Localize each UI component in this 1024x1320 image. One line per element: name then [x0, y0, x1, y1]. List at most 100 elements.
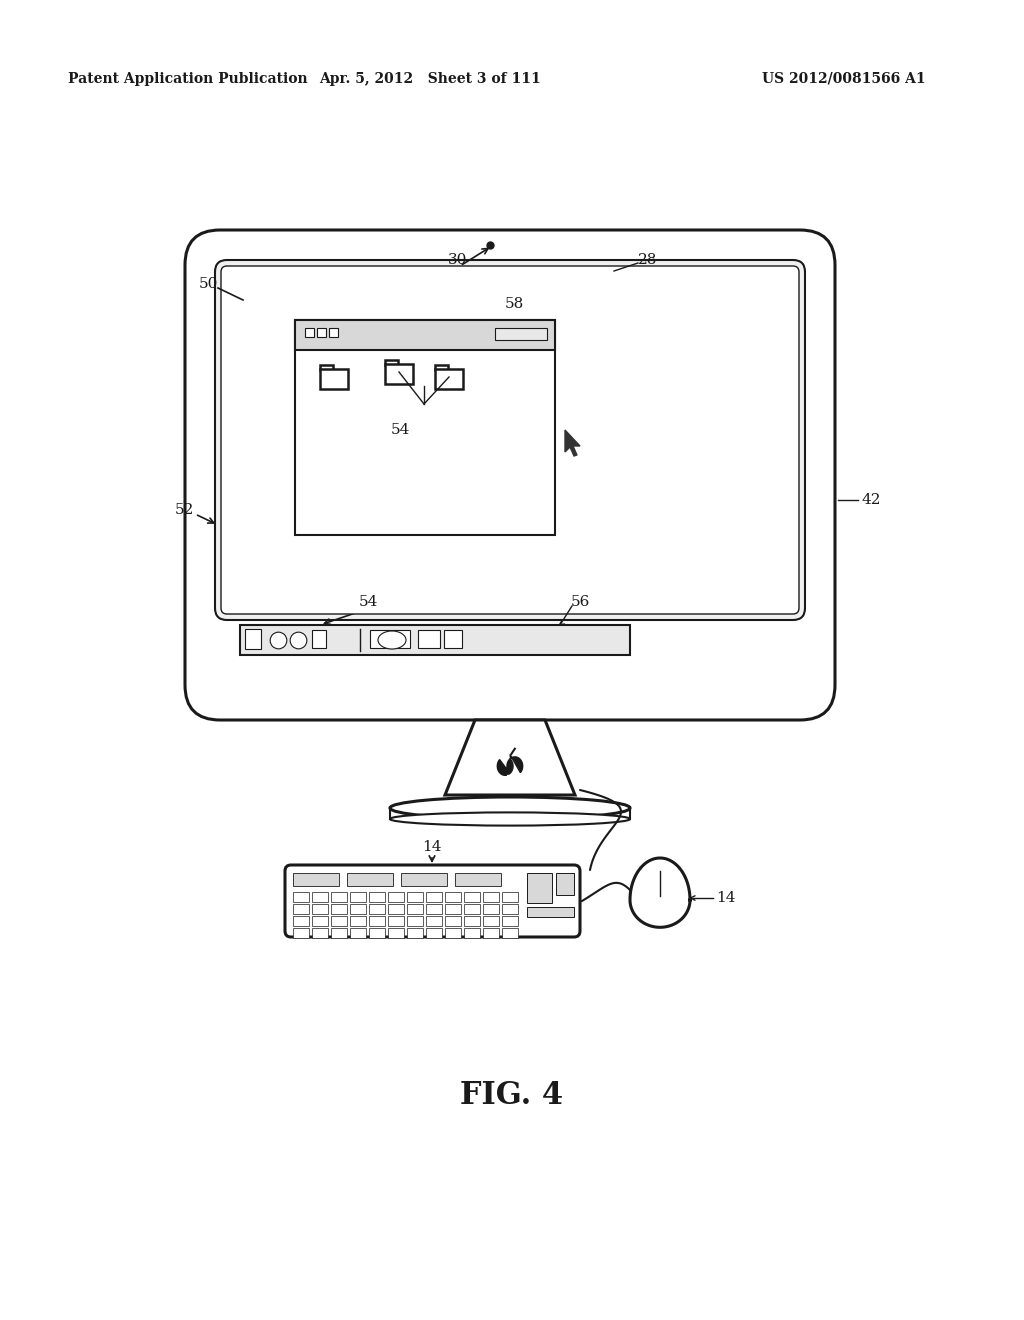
Bar — [350, 892, 366, 902]
Bar — [426, 904, 442, 913]
Bar — [445, 892, 461, 902]
Bar — [388, 916, 404, 927]
Bar — [369, 892, 385, 902]
Ellipse shape — [390, 797, 630, 818]
Bar — [502, 928, 518, 939]
Bar — [312, 928, 328, 939]
Ellipse shape — [378, 631, 406, 649]
Bar — [293, 904, 309, 913]
Bar — [464, 916, 480, 927]
Text: 56: 56 — [570, 595, 590, 609]
Bar — [293, 928, 309, 939]
Bar — [331, 904, 347, 913]
Text: 42: 42 — [862, 492, 882, 507]
Bar — [444, 630, 462, 648]
Bar — [483, 904, 499, 913]
Polygon shape — [445, 719, 575, 795]
Bar — [369, 916, 385, 927]
Bar — [350, 916, 366, 927]
Bar — [240, 624, 630, 655]
Bar — [295, 319, 555, 535]
Bar — [527, 873, 552, 903]
Polygon shape — [565, 430, 580, 455]
Text: US 2012/0081566 A1: US 2012/0081566 A1 — [762, 73, 926, 86]
Text: 14: 14 — [422, 840, 441, 854]
Bar — [385, 364, 413, 384]
Bar — [312, 630, 326, 648]
Bar — [483, 892, 499, 902]
Bar — [312, 892, 328, 902]
FancyBboxPatch shape — [221, 267, 799, 614]
Text: 58: 58 — [505, 297, 523, 312]
Bar — [407, 892, 423, 902]
Bar — [445, 916, 461, 927]
Bar — [407, 928, 423, 939]
Bar — [435, 366, 447, 371]
Bar — [435, 370, 463, 389]
Bar — [331, 928, 347, 939]
Bar — [407, 916, 423, 927]
Bar — [556, 873, 574, 895]
Bar — [245, 630, 261, 649]
Bar — [347, 873, 393, 886]
Text: 52: 52 — [175, 503, 194, 517]
FancyBboxPatch shape — [285, 865, 580, 937]
Bar — [385, 360, 397, 366]
Bar — [312, 904, 328, 913]
Bar — [331, 916, 347, 927]
Bar — [295, 319, 555, 350]
Bar — [293, 892, 309, 902]
Bar — [407, 904, 423, 913]
Text: FIG. 4: FIG. 4 — [461, 1080, 563, 1110]
Bar — [388, 892, 404, 902]
Bar — [527, 907, 574, 917]
Bar — [331, 892, 347, 902]
Bar — [426, 916, 442, 927]
Bar — [426, 892, 442, 902]
Bar — [418, 630, 440, 648]
Polygon shape — [630, 858, 690, 927]
Text: 54: 54 — [390, 422, 410, 437]
Bar — [350, 904, 366, 913]
Ellipse shape — [390, 812, 630, 825]
Bar — [317, 327, 326, 337]
Bar — [388, 928, 404, 939]
Text: 30: 30 — [449, 253, 468, 267]
Bar — [319, 366, 333, 371]
Bar — [445, 928, 461, 939]
FancyBboxPatch shape — [215, 260, 805, 620]
Bar — [455, 873, 501, 886]
Bar — [464, 892, 480, 902]
Bar — [350, 928, 366, 939]
Text: 50: 50 — [199, 277, 218, 290]
Bar — [495, 327, 547, 341]
Text: Patent Application Publication: Patent Application Publication — [68, 73, 307, 86]
Bar — [369, 904, 385, 913]
Bar — [483, 916, 499, 927]
Bar — [502, 892, 518, 902]
Bar — [293, 916, 309, 927]
Bar — [502, 904, 518, 913]
Text: Apr. 5, 2012   Sheet 3 of 111: Apr. 5, 2012 Sheet 3 of 111 — [319, 73, 541, 86]
Bar — [388, 904, 404, 913]
FancyBboxPatch shape — [185, 230, 835, 719]
Text: 14: 14 — [716, 891, 735, 906]
Bar — [369, 928, 385, 939]
Bar — [401, 873, 447, 886]
Bar — [445, 904, 461, 913]
Polygon shape — [498, 755, 522, 775]
Bar — [293, 873, 339, 886]
Text: 28: 28 — [638, 253, 657, 267]
Text: 54: 54 — [358, 595, 378, 609]
Bar — [464, 928, 480, 939]
Bar — [305, 327, 314, 337]
Polygon shape — [508, 775, 512, 777]
Bar — [426, 928, 442, 939]
Bar — [312, 916, 328, 927]
Bar — [329, 327, 338, 337]
Bar — [502, 916, 518, 927]
Bar — [483, 928, 499, 939]
Bar — [370, 630, 410, 648]
Bar — [464, 904, 480, 913]
Bar — [319, 370, 348, 389]
